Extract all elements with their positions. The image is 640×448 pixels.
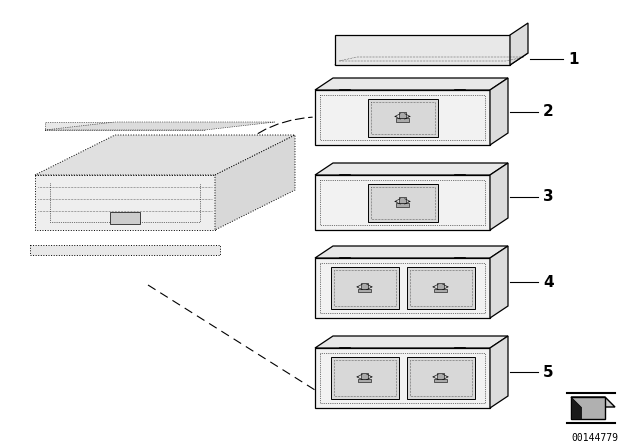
Polygon shape [315,348,490,408]
Polygon shape [571,397,605,419]
Polygon shape [35,175,215,230]
Polygon shape [490,78,508,145]
Bar [434,379,447,383]
Bar [399,197,406,203]
Polygon shape [315,258,490,318]
Polygon shape [367,184,438,221]
Polygon shape [406,267,474,309]
Polygon shape [490,163,508,230]
Polygon shape [315,163,508,175]
Polygon shape [571,397,615,407]
Bar [361,372,369,379]
Polygon shape [335,53,528,65]
Bar [358,379,371,383]
Bar [436,283,444,289]
Polygon shape [406,357,474,399]
Polygon shape [330,357,399,399]
Polygon shape [215,135,295,230]
Polygon shape [335,35,510,65]
Bar [434,289,447,293]
Bar [358,289,371,293]
Polygon shape [315,78,508,90]
Bar [361,283,369,289]
Polygon shape [30,245,220,255]
Polygon shape [45,122,205,130]
Bar [396,203,409,207]
Polygon shape [330,267,399,309]
Text: 5: 5 [543,365,554,379]
Polygon shape [571,397,581,419]
Polygon shape [315,175,490,230]
Polygon shape [367,99,438,137]
Polygon shape [315,90,490,145]
Polygon shape [45,122,275,130]
Polygon shape [490,246,508,318]
Polygon shape [490,336,508,408]
Bar [110,212,140,224]
Bar [399,112,406,118]
Bar [396,118,409,122]
Polygon shape [35,135,295,175]
Polygon shape [315,336,508,348]
Text: 2: 2 [543,104,554,119]
Text: 3: 3 [543,189,554,204]
Polygon shape [510,23,528,65]
Text: 4: 4 [543,275,554,289]
Text: 1: 1 [568,52,579,66]
Text: 00144779: 00144779 [572,433,618,443]
Bar [436,372,444,379]
Polygon shape [315,246,508,258]
